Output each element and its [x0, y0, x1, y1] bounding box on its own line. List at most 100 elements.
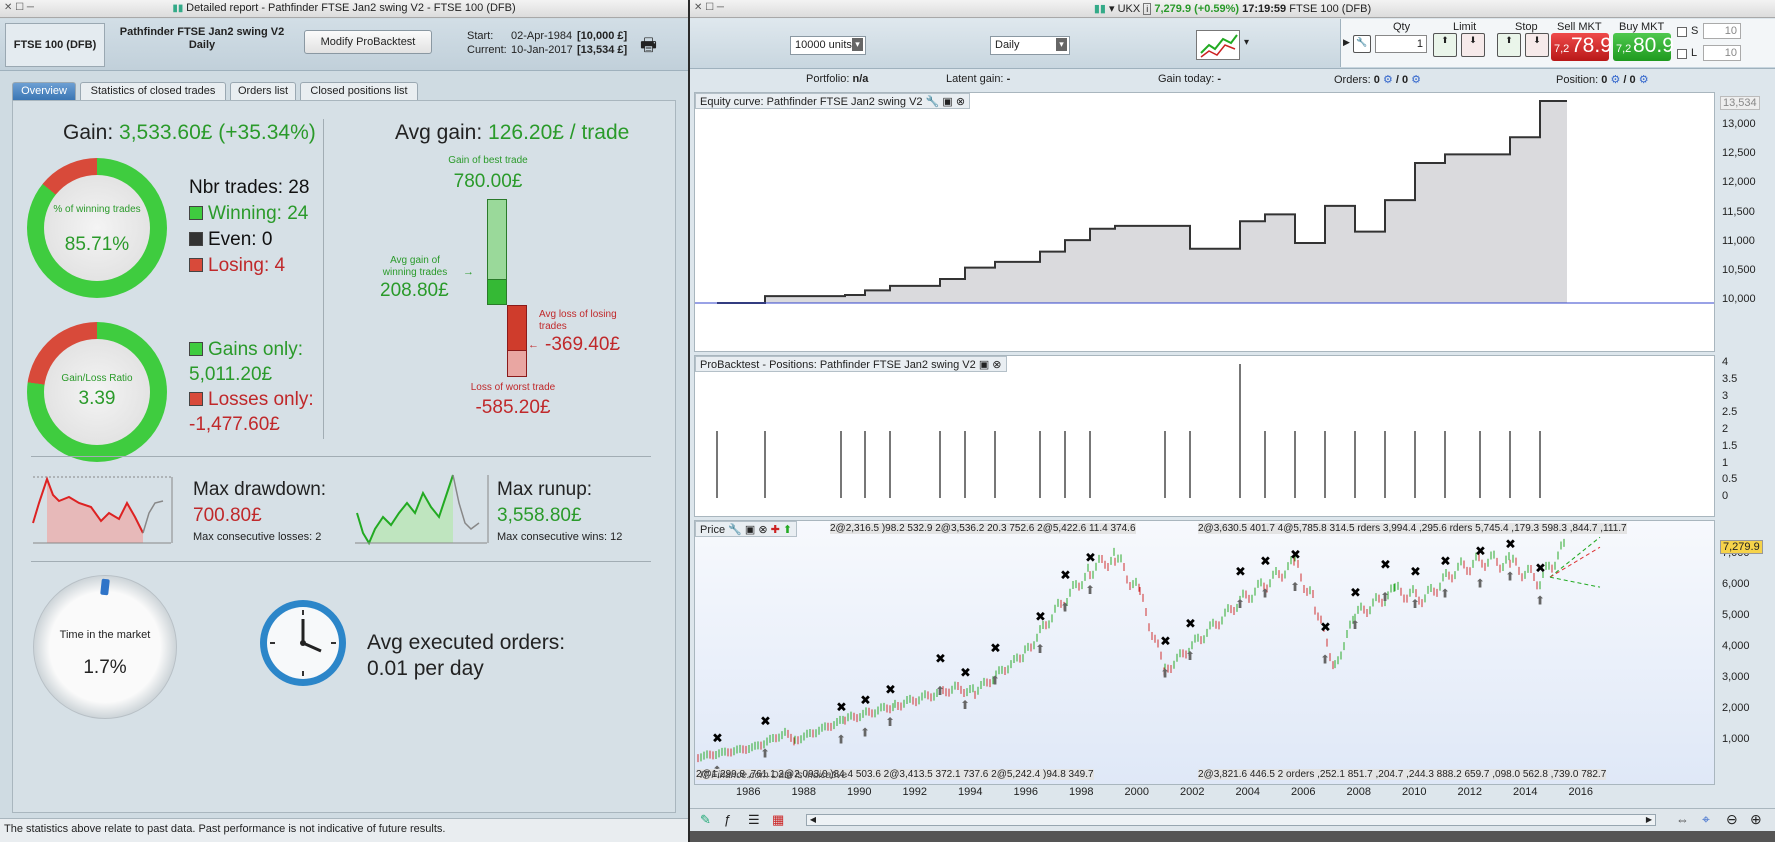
settings-icon[interactable]: ⚙ — [1411, 74, 1422, 86]
y-tick-label: 13,000 — [1722, 118, 1756, 130]
units-select[interactable]: 10000 units — [790, 36, 866, 55]
sell-mkt-button[interactable]: 7,2 78.9 — [1551, 33, 1612, 61]
positions-chart[interactable] — [694, 355, 1715, 517]
y-tick-label: 11,500 — [1722, 205, 1755, 218]
x-tick-label: 2006 — [1291, 786, 1316, 798]
indicator-icon[interactable]: ƒ — [724, 812, 732, 827]
equity-chart[interactable] — [694, 92, 1715, 352]
y-tick-label: 1 — [1722, 456, 1729, 469]
entry-marker: ⬆ — [1290, 580, 1300, 594]
wrench-icon[interactable]: 🔧 — [925, 96, 940, 108]
limit-buy-icon[interactable]: ⬆ — [1433, 33, 1457, 57]
add-indicator-icon[interactable]: ✚ — [770, 524, 780, 536]
price-svg: ✖ ⬆ ✖ ⬆ ✖ ⬆ ✖ ⬆ ✖ ⬆ ✖ ⬆ ✖ ⬆ ✖ ⬆ ✖ ⬆ ✖ ⬆ ✖ ⬆ ✖ ⬆ ✖ ⬆ ✖ ⬆ ✖ ⬆ ✖ ⬆ ✖ ⬆ ✖ ⬆ ✖ ⬆ ✖ ⬆… — [697, 536, 1601, 778]
winpct-label: % of winning trades — [53, 204, 141, 215]
zoom-fit-icon[interactable]: ⌖ — [1702, 811, 1710, 827]
up-icon[interactable]: ⬆ — [782, 524, 793, 536]
donut-center — [44, 339, 150, 445]
exit-marker: ✖ — [990, 640, 1001, 655]
price-change: 7,279.9 (+0.59%) — [1154, 3, 1240, 15]
order-labels-bottom-2: 2@3,821.6 446.5 2 orders ,252.1 851.7 ,2… — [1198, 769, 1607, 780]
exit-marker: ✖ — [760, 713, 771, 728]
window-controls[interactable]: ✕ ☐ ─ — [4, 2, 34, 13]
exit-marker: ✖ — [1290, 547, 1301, 562]
x-tick-label: 2014 — [1513, 786, 1538, 798]
tab-closed-positions[interactable]: Closed positions list — [300, 82, 418, 100]
divider — [31, 561, 651, 562]
qty-input[interactable]: 1 — [1375, 35, 1427, 53]
l-input[interactable]: 10 — [1703, 45, 1741, 61]
modify-probacktest-button[interactable]: Modify ProBacktest — [304, 30, 432, 54]
entry-marker: ⬆ — [1060, 601, 1070, 615]
window-icon[interactable]: ▣ — [978, 359, 990, 371]
scroll-left-icon[interactable]: ◀ — [809, 815, 817, 824]
window-controls[interactable]: ✕ ☐ ─ — [694, 2, 724, 13]
vertical-divider — [323, 119, 324, 439]
settings-icon[interactable]: ⚙ — [1638, 74, 1649, 86]
window-icon[interactable]: ▣ — [942, 96, 953, 108]
position-icon[interactable]: ⚙ — [1610, 74, 1621, 86]
max-consec-losses: Max consecutive losses: 2 — [193, 531, 322, 543]
exit-marker: ✖ — [1235, 564, 1246, 579]
period-select[interactable]: Daily — [990, 36, 1070, 55]
entry-marker: ⬆ — [885, 715, 895, 729]
table-strip — [690, 831, 1775, 842]
zoom-in-icon[interactable]: ⊕ — [1750, 811, 1762, 827]
exit-marker: ✖ — [1320, 620, 1331, 635]
info-icon[interactable]: i — [1143, 3, 1152, 15]
positions-pane-title: ProBacktest - Positions: Pathfinder FTSE… — [695, 356, 1007, 372]
tab-orders-list[interactable]: Orders list — [230, 82, 296, 100]
y-tick-label: 10,500 — [1722, 263, 1756, 276]
exit-marker: ✖ — [1350, 585, 1361, 600]
stop-sell-icon[interactable]: ⬇ — [1525, 33, 1549, 57]
buy-mkt-button[interactable]: 7,2 80.9 — [1613, 33, 1674, 61]
entry-marker: ⬆ — [1185, 649, 1195, 663]
wrench-icon[interactable]: 🔧 — [1353, 35, 1371, 53]
exit-marker: ✖ — [1505, 536, 1516, 551]
gain-today-value: - — [1217, 73, 1221, 85]
chevron-down-icon[interactable]: ▾ — [1244, 37, 1250, 48]
s-label: S — [1691, 25, 1699, 37]
pan-icon[interactable]: ⇔ — [1676, 812, 1689, 827]
glratio-value: 3.39 — [78, 388, 116, 409]
s-checkbox[interactable] — [1677, 27, 1687, 37]
close-icon[interactable]: ⊗ — [992, 359, 1002, 371]
y-tick-label: 3.5 — [1722, 372, 1738, 385]
window-icon[interactable]: ▣ — [744, 524, 756, 536]
close-icon[interactable]: ⊗ — [955, 96, 966, 108]
chart-instrument: FTSE 100 (DFB) — [1289, 3, 1372, 15]
tab-overview[interactable]: Overview — [12, 82, 76, 100]
scroll-right-icon[interactable]: ▶ — [1645, 815, 1653, 824]
limit-sell-icon[interactable]: ⬇ — [1461, 33, 1485, 57]
exit-marker: ✖ — [1035, 609, 1046, 624]
x-tick-label: 1988 — [791, 786, 816, 798]
position-value2: / 0 — [1623, 74, 1636, 86]
entry-marker: ⬆ — [1440, 587, 1450, 601]
expand-icon[interactable]: ▶ — [1343, 37, 1350, 47]
chart-type-icon[interactable] — [1196, 30, 1240, 60]
entry-marker: ⬆ — [935, 684, 945, 698]
watermark: IT-Finance.com Data is indicative — [700, 770, 847, 781]
strategy-name: Pathfinder FTSE Jan2 swing V2 Daily — [119, 26, 285, 51]
app-icon: ▮▮ — [1093, 3, 1106, 15]
list-icon[interactable]: ☰ — [748, 812, 760, 827]
price-chart[interactable]: ✖ ⬆ ✖ ⬆ ✖ ⬆ ✖ ⬆ ✖ ⬆ ✖ ⬆ ✖ ⬆ ✖ ⬆ ✖ ⬆ ✖ ⬆ ✖ ⬆ ✖ ⬆ ✖ ⬆ ✖ ⬆ ✖ ⬆ ✖ ⬆ ✖ ⬆ ✖ ⬆ ✖ ⬆ ✖ ⬆… — [694, 520, 1715, 785]
entry-marker: ⬆ — [1380, 590, 1390, 604]
order-panel: ▶ 🔧 Qty 1 Limit ⬆ ⬇ Stop ⬆ ⬇ Sell MKT 7,… — [1340, 19, 1775, 67]
drawing-icon[interactable]: ✎ — [700, 812, 711, 827]
zoom-out-icon[interactable]: ⊖ — [1726, 811, 1738, 827]
tab-statistics-closed-trades[interactable]: Statistics of closed trades — [80, 82, 226, 100]
table-icon[interactable]: ▦ — [772, 812, 785, 827]
horizontal-scrollbar[interactable]: ◀ ▶ — [806, 814, 1656, 826]
s-input[interactable]: 10 — [1703, 23, 1741, 39]
l-checkbox[interactable] — [1677, 49, 1687, 59]
glratio-label: Gain/Loss Ratio — [61, 373, 133, 384]
wrench-icon[interactable]: 🔧 — [728, 524, 742, 536]
print-icon[interactable]: 🖶 — [640, 35, 657, 55]
close-icon[interactable]: ⊗ — [758, 524, 768, 536]
x-tick-label: 1986 — [736, 786, 761, 798]
qty-label: Qty — [1393, 21, 1411, 33]
stop-buy-icon[interactable]: ⬆ — [1497, 33, 1521, 57]
exit-marker: ✖ — [1060, 568, 1071, 583]
orders-icon[interactable]: ⚙ — [1382, 74, 1393, 86]
